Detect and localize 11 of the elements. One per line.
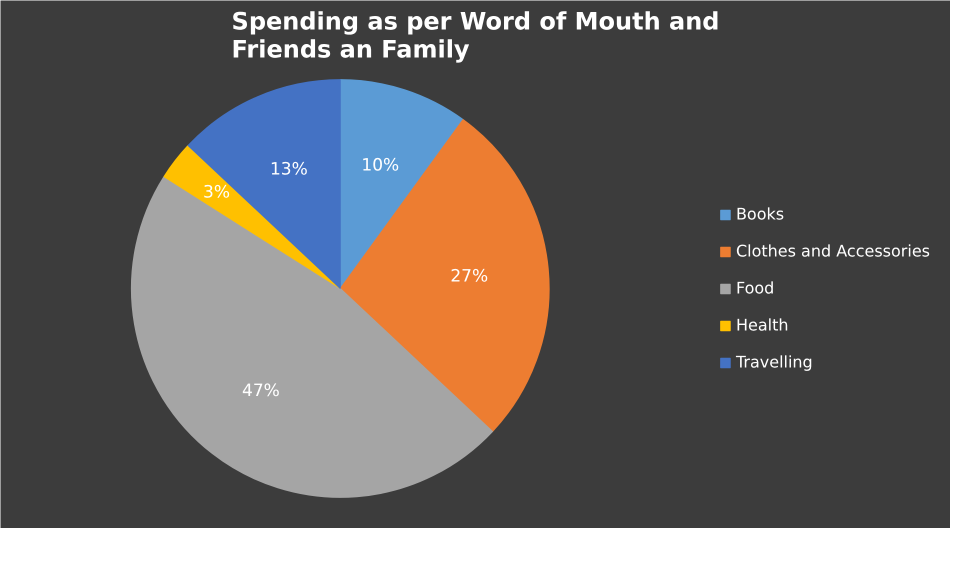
data-label: 13% xyxy=(270,160,308,180)
legend-label: Health xyxy=(736,316,788,334)
legend-label: Food xyxy=(736,278,774,298)
legend-label: Books xyxy=(736,204,784,224)
chart-title: Spending as per Word of Mouth and Friends an Family xyxy=(232,8,720,64)
data-label: 10% xyxy=(361,155,400,176)
legend-label: Clothes and Accessories xyxy=(736,242,930,260)
data-label: 3% xyxy=(203,182,230,202)
legend-label: Travelling xyxy=(736,352,813,372)
data-label: 27% xyxy=(450,266,488,286)
data-label: 47% xyxy=(242,380,280,401)
